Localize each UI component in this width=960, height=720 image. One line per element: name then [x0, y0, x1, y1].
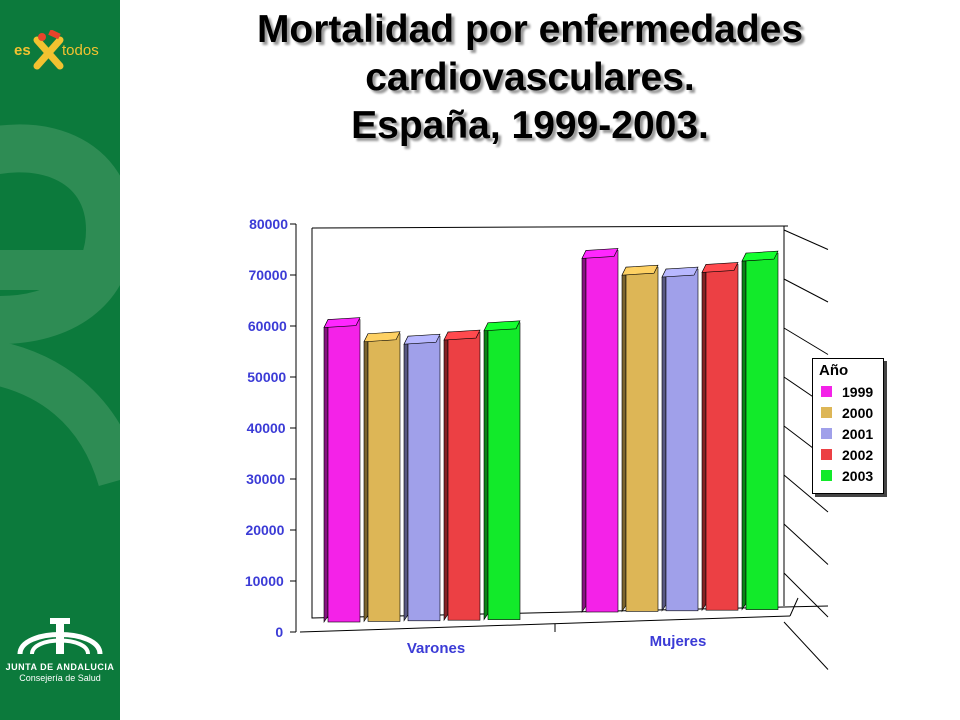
back-wall-top [311, 225, 789, 229]
legend-label: 2001 [842, 425, 874, 442]
bar-top [323, 317, 361, 328]
chart-legend: Año 1999 2000 2001 2002 2003 [812, 358, 884, 494]
legend-label: 2003 [842, 467, 874, 484]
bar-top [661, 266, 699, 278]
bar-side [403, 336, 409, 622]
bar-side [323, 319, 329, 623]
bar [323, 317, 361, 623]
y-tick-label: 50000 [247, 369, 286, 385]
legend-item: 2001 [821, 423, 883, 444]
page-title: Mortalidad por enfermedades cardiovascul… [150, 6, 910, 150]
legend-item: 2002 [821, 444, 883, 465]
bar [443, 329, 481, 622]
es-x-todos-logo: es todos [10, 28, 110, 72]
legend-item: 2003 [821, 465, 883, 486]
gridline [783, 572, 829, 618]
bar-front [367, 333, 401, 622]
bar-side [621, 267, 627, 613]
chart-axes [290, 223, 556, 633]
legend-label: 1999 [842, 383, 874, 400]
bar-front [745, 252, 779, 610]
bar-top [363, 331, 401, 343]
legend-swatch [821, 449, 832, 460]
y-tick-label: 0 [275, 624, 283, 640]
bar-front [447, 331, 481, 621]
gridline [783, 327, 829, 355]
bar [741, 250, 779, 611]
legend-label: 2000 [842, 404, 874, 421]
y-tick-label: 40000 [247, 420, 286, 436]
legend-title: Año [819, 362, 849, 379]
bar [483, 320, 521, 621]
title-line-1: Mortalidad por enfermedades [256, 8, 804, 51]
gridline [783, 523, 829, 565]
title-line-2: cardiovasculares. [365, 56, 695, 99]
bar-front [327, 319, 361, 623]
junta-department: Consejería de Salud [19, 673, 101, 683]
sidebar: es todos JUNTA DE ANDALUCIA Consejería d… [0, 0, 120, 720]
y-tick-label: 80000 [249, 216, 288, 232]
bar-top [701, 262, 739, 273]
chart-bars [323, 248, 779, 623]
legend-item: 2000 [821, 402, 883, 423]
bar [403, 333, 441, 622]
bar-top [443, 329, 481, 341]
y-tick-label: 20000 [245, 522, 284, 538]
legend-label: 2002 [842, 446, 874, 463]
junta-de-andalucia-logo: JUNTA DE ANDALUCIA Consejería de Salud [0, 608, 120, 708]
bar-top [621, 264, 659, 276]
gridline [783, 621, 829, 670]
bar-side [581, 250, 587, 613]
bar-side [483, 322, 489, 621]
bar-front [407, 335, 441, 622]
bar [581, 248, 619, 613]
bar-top [403, 333, 441, 345]
legend-swatch [821, 428, 832, 439]
bar-front [625, 266, 659, 612]
bar [701, 262, 739, 612]
gridline [783, 278, 829, 303]
x-category-label: Mujeres [650, 633, 707, 650]
watermark-graphic [0, 124, 120, 487]
junta-name: JUNTA DE ANDALUCIA [5, 662, 115, 672]
bar [363, 331, 401, 623]
y-tick-label: 70000 [248, 267, 287, 283]
legend-swatch [821, 386, 832, 397]
floor-right-edge [789, 597, 799, 617]
bar-side [701, 264, 707, 612]
legend-swatch [821, 407, 832, 418]
gridline [783, 474, 829, 513]
logo-x-icon [33, 30, 64, 70]
bar-top [581, 248, 619, 259]
bar [621, 264, 659, 613]
bar-top [483, 320, 521, 332]
floor-front-edge [299, 615, 791, 633]
bar-side [661, 268, 667, 612]
legend-swatch [821, 470, 832, 481]
bar-side [741, 252, 747, 611]
bar-top [741, 250, 779, 262]
bar-front [665, 268, 699, 612]
x-category-label: Varones [407, 640, 465, 657]
bar-front [585, 250, 619, 613]
bar-front [705, 264, 739, 611]
bar-side [443, 331, 449, 622]
legend-item: 1999 [821, 381, 883, 402]
bar-side [363, 333, 369, 623]
y-tick-label: 60000 [248, 318, 287, 334]
bar-front [487, 322, 521, 620]
chart-labels: 0 10000 20000 30000 40000 50000 60000 70000 8000… [245, 216, 706, 657]
logo-left-word: es [14, 42, 31, 59]
junta-emblem-icon [17, 618, 103, 655]
logo-right-word: todos [62, 42, 99, 59]
bar [661, 266, 699, 612]
y-tick-label: 30000 [246, 471, 285, 487]
y-tick-label: 10000 [245, 573, 284, 589]
title-line-3: España, 1999-2003. [351, 104, 709, 147]
gridline [783, 229, 829, 250]
